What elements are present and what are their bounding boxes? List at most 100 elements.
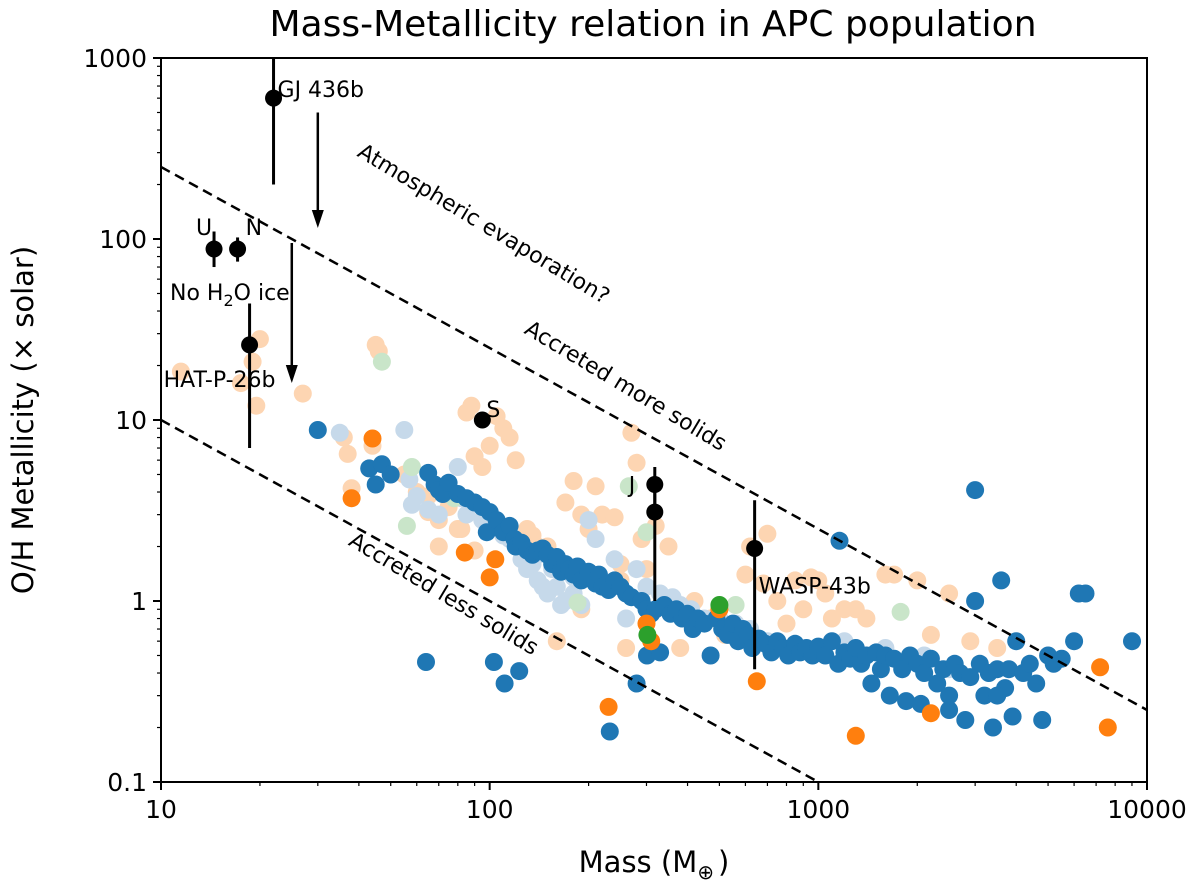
planet-label: J	[627, 474, 636, 499]
point-faint_orange	[758, 524, 777, 543]
point-faint_blue	[395, 421, 414, 439]
point-blue	[822, 632, 841, 651]
point-blue	[701, 646, 720, 665]
ice-line-label: No H2O ice	[170, 281, 290, 310]
planet-label: WASP-43b	[759, 575, 871, 600]
point-blue	[484, 653, 503, 671]
point-blue	[966, 481, 985, 500]
planet-label: HAT-P-26b	[164, 368, 276, 393]
point-faint_orange	[171, 362, 190, 381]
point-faint_orange	[617, 639, 636, 657]
point-blue	[871, 660, 890, 679]
point-blue	[940, 701, 959, 719]
point-blue	[1076, 584, 1095, 603]
x-tick-label: 10000	[1107, 795, 1187, 824]
y-tick-label: 100	[99, 225, 147, 254]
planet-point	[646, 503, 664, 521]
point-faint_blue	[547, 577, 566, 596]
point-faint_orange	[736, 565, 755, 584]
point-faint_orange	[480, 436, 499, 455]
point-faint_orange	[247, 396, 266, 415]
point-faint_orange	[921, 625, 940, 644]
point-faint_green	[726, 596, 745, 614]
point-faint_orange	[768, 592, 787, 610]
planet-point	[205, 240, 223, 258]
point-faint_orange	[786, 571, 805, 590]
point-orange	[599, 697, 618, 716]
point-faint_blue	[407, 487, 426, 506]
point-faint_orange	[293, 384, 312, 403]
evaporation-label: Atmospheric evaporation?	[353, 139, 614, 309]
point-orange	[342, 489, 361, 508]
point-blue	[961, 668, 980, 687]
y-tick-label: 0.1	[107, 768, 147, 797]
point-faint_orange	[500, 428, 519, 447]
point-blue	[992, 571, 1011, 590]
point-orange	[747, 672, 766, 691]
x-tick-label: 100	[466, 795, 514, 824]
data-layer	[171, 330, 1141, 745]
arrow-1	[285, 243, 298, 384]
point-orange	[1091, 658, 1110, 677]
point-faint_green	[402, 458, 421, 476]
point-green	[638, 625, 657, 644]
point-blue	[880, 686, 899, 705]
x-tick-label: 10	[145, 795, 177, 824]
point-blue	[988, 686, 1007, 705]
dashed-line-1	[161, 418, 819, 782]
planet-label: S	[486, 398, 500, 423]
point-faint_orange	[622, 423, 641, 442]
point-faint_orange	[885, 565, 904, 584]
point-faint_orange	[822, 609, 841, 628]
point-faint_orange	[429, 537, 448, 556]
y-tick-label: 1	[131, 587, 147, 616]
point-faint_blue	[586, 530, 605, 548]
point-orange	[480, 568, 499, 587]
planet-label: N	[246, 216, 262, 241]
point-blue	[366, 475, 385, 494]
point-faint_orange	[627, 453, 646, 472]
planet-point	[746, 540, 764, 558]
point-faint_orange	[777, 614, 796, 633]
point-faint_green	[372, 352, 391, 371]
point-blue	[921, 649, 940, 668]
point-faint_orange	[816, 584, 835, 603]
point-faint_orange	[231, 374, 250, 393]
point-blue	[381, 465, 400, 484]
arrow-0	[311, 112, 324, 229]
chart-title: Mass-Metallicity relation in APC populat…	[269, 4, 1036, 45]
series-blue	[308, 421, 1141, 741]
point-faint_green	[891, 602, 910, 621]
point-orange	[1098, 718, 1117, 737]
point-faint_green	[397, 516, 416, 535]
point-blue	[1123, 632, 1141, 651]
point-blue	[1007, 632, 1026, 651]
point-faint_green	[637, 523, 656, 542]
point-orange	[455, 543, 474, 562]
series-green	[638, 596, 729, 644]
point-orange	[363, 429, 382, 448]
point-faint_orange	[988, 639, 1007, 657]
point-blue	[956, 711, 975, 729]
planet-label: U	[196, 216, 212, 241]
planet-point	[473, 411, 491, 429]
point-orange	[921, 704, 940, 723]
point-faint_orange	[506, 451, 525, 470]
point-faint_blue	[448, 458, 467, 476]
point-blue	[928, 674, 947, 693]
point-faint_blue	[330, 423, 349, 442]
point-faint_green	[568, 593, 587, 612]
point-faint_blue	[637, 577, 656, 596]
series-faint_orange	[171, 330, 1007, 673]
overlay-layer	[161, 58, 1147, 782]
dashed-line-0	[161, 165, 1147, 712]
point-blue	[984, 718, 1002, 737]
point-faint_orange	[462, 396, 481, 415]
arrow-head	[311, 210, 324, 229]
point-blue	[915, 664, 934, 682]
point-faint_orange	[605, 508, 624, 527]
solar-and-exoplanets	[205, 58, 764, 670]
point-faint_orange	[556, 493, 575, 512]
point-faint_orange	[547, 632, 566, 651]
point-blue	[966, 592, 985, 610]
